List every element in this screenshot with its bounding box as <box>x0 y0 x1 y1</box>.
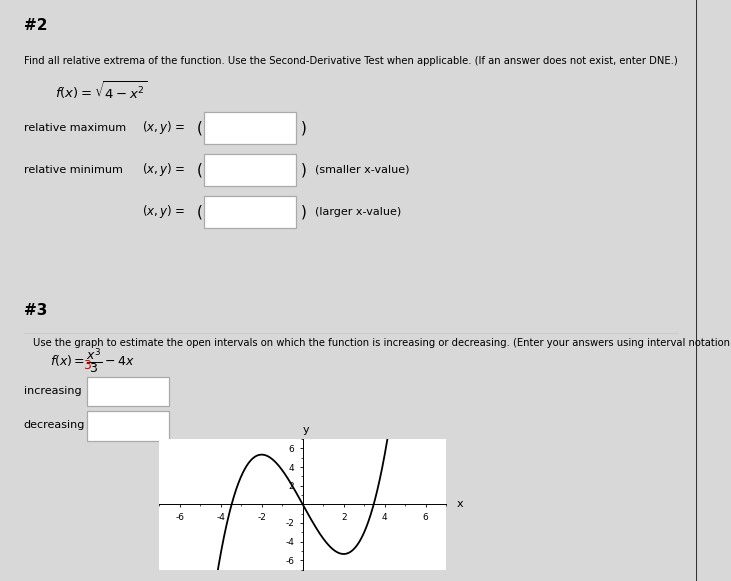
FancyBboxPatch shape <box>88 376 170 407</box>
Text: $3$: $3$ <box>83 360 91 372</box>
Text: (: ( <box>197 162 202 177</box>
FancyBboxPatch shape <box>203 196 296 228</box>
Text: (: ( <box>197 120 202 135</box>
FancyBboxPatch shape <box>203 154 296 187</box>
Text: decreasing: decreasing <box>24 420 86 430</box>
Text: $(x, y)$ =: $(x, y)$ = <box>142 161 186 178</box>
Text: (: ( <box>197 204 202 219</box>
Text: (larger x-value): (larger x-value) <box>315 207 401 217</box>
FancyBboxPatch shape <box>203 112 296 145</box>
Text: ): ) <box>301 120 307 135</box>
Text: Find all relative extrema of the function. Use the Second-Derivative Test when a: Find all relative extrema of the functio… <box>24 56 678 66</box>
Text: ): ) <box>301 162 307 177</box>
Text: $(x, y)$ =: $(x, y)$ = <box>142 203 186 220</box>
Text: ): ) <box>301 204 307 219</box>
Text: x: x <box>456 499 463 510</box>
Text: (smaller x-value): (smaller x-value) <box>315 164 409 175</box>
Text: #3: #3 <box>24 303 48 318</box>
Text: relative minimum: relative minimum <box>24 164 123 175</box>
FancyBboxPatch shape <box>88 411 170 440</box>
Text: #2: #2 <box>24 19 48 34</box>
Text: $f(x) = \sqrt{4-x^2}$: $f(x) = \sqrt{4-x^2}$ <box>56 79 148 101</box>
Text: relative maximum: relative maximum <box>24 123 126 132</box>
Text: $f(x) = \dfrac{x^3}{3} - 4x$: $f(x) = \dfrac{x^3}{3} - 4x$ <box>50 346 135 376</box>
Text: $(x, y)$ =: $(x, y)$ = <box>142 119 186 136</box>
Text: increasing: increasing <box>24 386 81 396</box>
Text: Use the graph to estimate the open intervals on which the function is increasing: Use the graph to estimate the open inter… <box>33 338 731 347</box>
Text: y: y <box>303 425 309 435</box>
